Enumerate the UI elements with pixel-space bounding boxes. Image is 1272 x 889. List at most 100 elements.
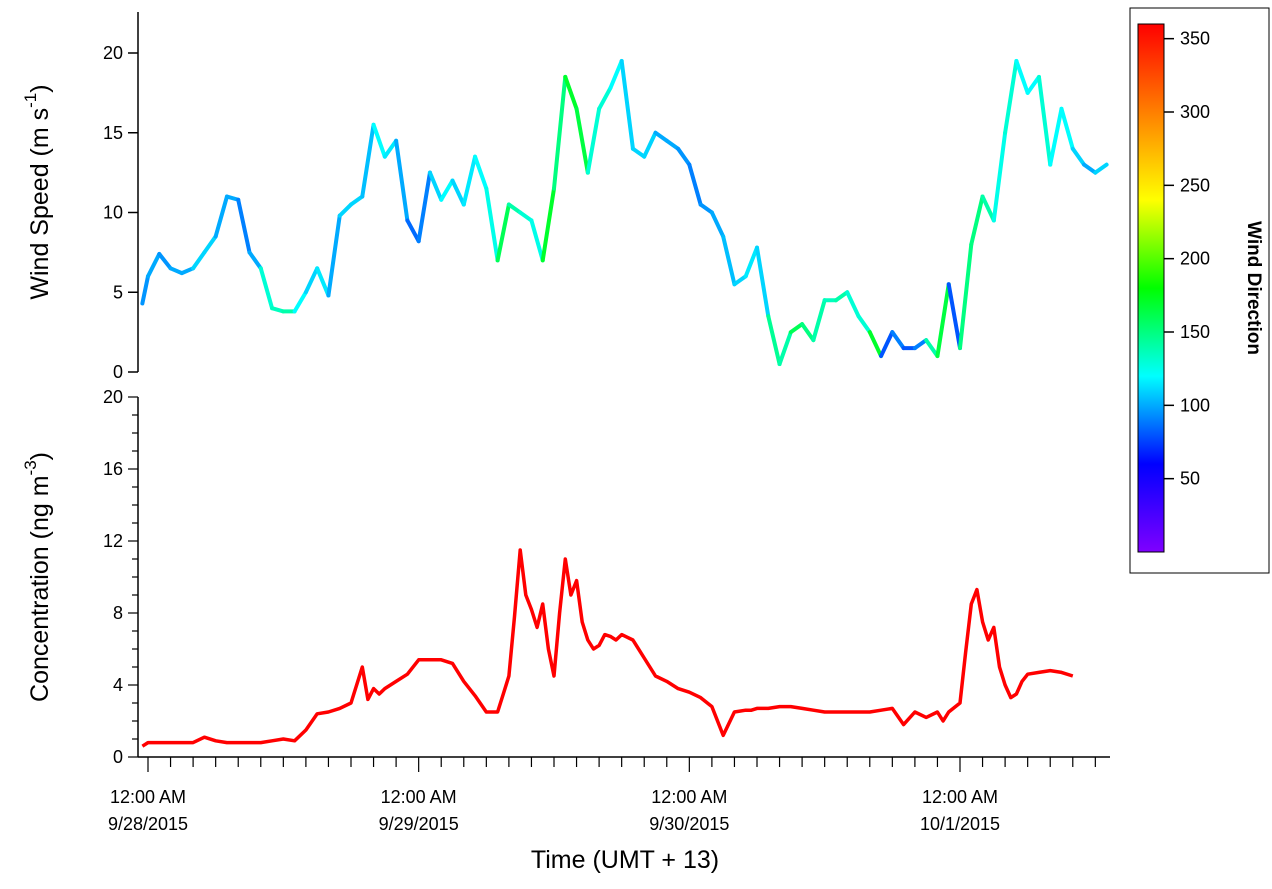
wind-speed-segment [427, 170, 444, 202]
wind-speed-tick-label: 5 [113, 282, 123, 302]
wind-speed-segment [721, 234, 737, 287]
concentration-tick-label: 20 [103, 387, 123, 407]
wind-speed-segment [236, 197, 252, 255]
wind-speed-segment [912, 338, 929, 351]
colorbar-tick-label: 250 [1180, 175, 1210, 195]
concentration-tick-label: 8 [113, 603, 123, 623]
wind-speed-segment [642, 130, 658, 159]
wind-speed-segment [1082, 162, 1098, 175]
wind-speed-segment [800, 322, 816, 343]
concentration-tick-label: 12 [103, 531, 123, 551]
wind-speed-segment [1093, 162, 1109, 175]
time-tick-label-time: 12:00 AM [922, 787, 998, 807]
concentration-tick-label: 4 [113, 675, 123, 695]
wind-speed-segment [879, 330, 895, 359]
wind-speed-segment [608, 58, 624, 91]
wind-speed-segment [382, 138, 399, 159]
wind-speed-segment [597, 86, 613, 111]
wind-speed-segment [292, 290, 308, 314]
wind-speed-segment [247, 250, 263, 271]
wind-speed-segment [371, 122, 387, 159]
wind-speed-segment [619, 58, 635, 151]
wind-speed-segment [924, 338, 940, 359]
wind-speed-segment [405, 218, 421, 244]
colorbar-tick-label: 100 [1180, 395, 1210, 415]
wind-speed-segment [450, 178, 466, 207]
wind-speed-segment [563, 74, 579, 111]
wind-speed-segment [360, 122, 376, 199]
wind-speed-segment [1003, 58, 1019, 135]
wind-speed-segment [732, 274, 748, 287]
time-tick-label-date: 9/30/2015 [649, 814, 729, 834]
wind-speed-segment [394, 138, 410, 223]
wind-speed-tick-label: 20 [103, 43, 123, 63]
wind-speed-segment [495, 202, 511, 263]
wind-speed-segment [146, 251, 162, 279]
wind-speed-segment [157, 251, 173, 271]
concentration-line [141, 548, 1074, 748]
wind-speed-segment [349, 194, 365, 207]
wind-speed-segment [461, 154, 478, 207]
time-tick-label-time: 12:00 AM [651, 787, 727, 807]
colorbar-tick-label: 350 [1180, 29, 1210, 49]
concentration-panel: 0 4 8 12 16 20 12:00 AM 9/28/2015 12:00 AM 9/29/… [21, 387, 1110, 874]
wind-speed-tick-label: 10 [103, 203, 123, 223]
wind-speed-segment [946, 282, 962, 351]
wind-speed-segment [213, 194, 229, 239]
concentration-y-label: Concentration (ng m-3) [21, 452, 54, 702]
wind-speed-segment [833, 290, 850, 303]
wind-speed-segment [958, 242, 974, 351]
wind-speed-segment [969, 194, 985, 247]
wind-speed-segment [258, 266, 275, 311]
wind-speed-segment [766, 314, 782, 367]
wind-speed-segment [1014, 58, 1030, 95]
wind-speed-segment [653, 130, 669, 143]
wind-speed-segment [484, 186, 500, 263]
colorbar-tick-label: 150 [1180, 322, 1210, 342]
wind-speed-segment [529, 218, 545, 263]
wind-speed-segment [1070, 146, 1087, 167]
wind-speed-segment [867, 330, 884, 359]
wind-speed-segment [743, 245, 759, 279]
wind-speed-segment [439, 178, 455, 202]
wind-speed-segment [416, 170, 432, 244]
wind-speed-segment [473, 154, 489, 191]
time-tick-label-date: 9/28/2015 [108, 814, 188, 834]
time-x-label: Time (UMT + 13) [531, 846, 719, 874]
wind-speed-segment [191, 250, 207, 271]
concentration-y-ticks: 0 4 8 12 16 20 [103, 387, 138, 767]
wind-speed-segment [202, 234, 218, 255]
wind-speed-y-ticks: 0 5 10 15 20 [103, 43, 138, 382]
wind-speed-y-label: Wind Speed (m s-1) [21, 84, 54, 299]
time-tick-label-date: 9/29/2015 [379, 814, 459, 834]
colorbar-tick-label: 300 [1180, 102, 1210, 122]
wind-speed-segment [630, 146, 647, 159]
time-x-ticks: 12:00 AM 9/28/2015 12:00 AM 9/29/2015 12:00 … [108, 757, 1096, 834]
time-tick-label-time: 12:00 AM [110, 787, 186, 807]
colorbar-ticks: 50 100 150 200 250 300 350 [1164, 29, 1210, 489]
wind-speed-segment [1036, 74, 1053, 167]
wind-speed-segment [777, 330, 793, 367]
concentration-series [141, 548, 1074, 748]
concentration-tick-label: 0 [113, 747, 123, 767]
colorbar-gradient [1137, 23, 1165, 553]
wind-speed-line [140, 58, 1109, 367]
wind-speed-segment [1059, 106, 1075, 151]
wind-speed-segment [698, 202, 714, 215]
wind-speed-segment [506, 202, 523, 215]
wind-speed-segment [856, 314, 872, 335]
wind-speed-segment [676, 146, 692, 167]
wind-speed-segment [552, 74, 568, 191]
wind-speed-segment [140, 274, 150, 306]
wind-speed-segment [664, 138, 681, 151]
wind-speed-segment [980, 194, 996, 223]
wind-speed-segment [845, 290, 861, 319]
wind-speed-segment [991, 130, 1008, 223]
wind-speed-segment [574, 106, 590, 175]
wind-speed-segment [811, 298, 827, 343]
wind-speed-segment [709, 210, 726, 239]
time-tick-label-date: 10/1/2015 [920, 814, 1000, 834]
wind-speed-segment [1048, 106, 1064, 167]
wind-speed-segment [935, 282, 951, 359]
